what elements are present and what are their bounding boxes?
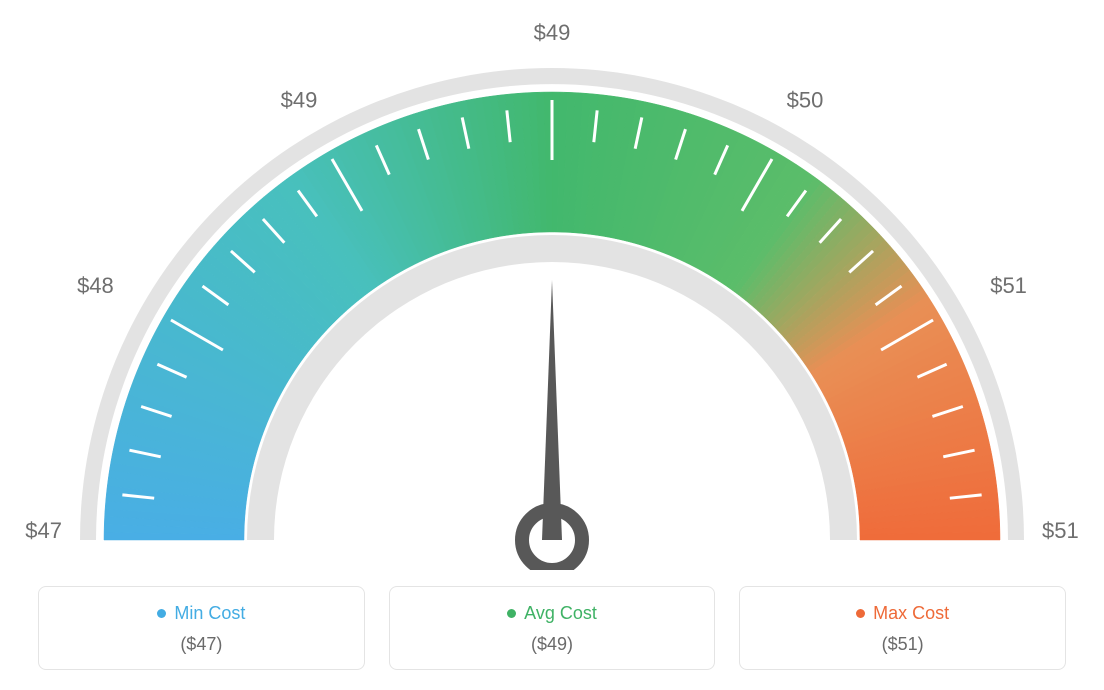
dot-icon	[507, 609, 516, 618]
legend-label: Min Cost	[174, 603, 245, 624]
legend-value: ($49)	[400, 634, 705, 655]
dot-icon	[856, 609, 865, 618]
svg-text:$51: $51	[1042, 518, 1079, 543]
legend-card-min: Min Cost ($47)	[38, 586, 365, 670]
svg-text:$49: $49	[281, 88, 318, 113]
dot-icon	[157, 609, 166, 618]
legend-card-max: Max Cost ($51)	[739, 586, 1066, 670]
legend-label: Max Cost	[873, 603, 949, 624]
legend-title: Max Cost	[856, 603, 949, 624]
legend-title: Avg Cost	[507, 603, 597, 624]
svg-text:$48: $48	[77, 273, 114, 298]
legend-row: Min Cost ($47) Avg Cost ($49) Max Cost (…	[38, 586, 1066, 670]
legend-label: Avg Cost	[524, 603, 597, 624]
legend-title: Min Cost	[157, 603, 245, 624]
svg-text:$51: $51	[990, 273, 1027, 298]
legend-value: ($51)	[750, 634, 1055, 655]
legend-card-avg: Avg Cost ($49)	[389, 586, 716, 670]
svg-text:$47: $47	[25, 518, 62, 543]
svg-text:$50: $50	[787, 88, 824, 113]
svg-text:$49: $49	[534, 20, 571, 45]
gauge-chart: $47 $48 $49 $49 $50 $51 $51	[0, 0, 1104, 570]
legend-value: ($47)	[49, 634, 354, 655]
